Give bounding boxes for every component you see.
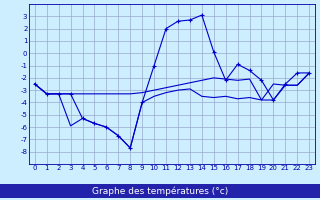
Text: Graphe des températures (°c): Graphe des températures (°c)	[92, 186, 228, 196]
